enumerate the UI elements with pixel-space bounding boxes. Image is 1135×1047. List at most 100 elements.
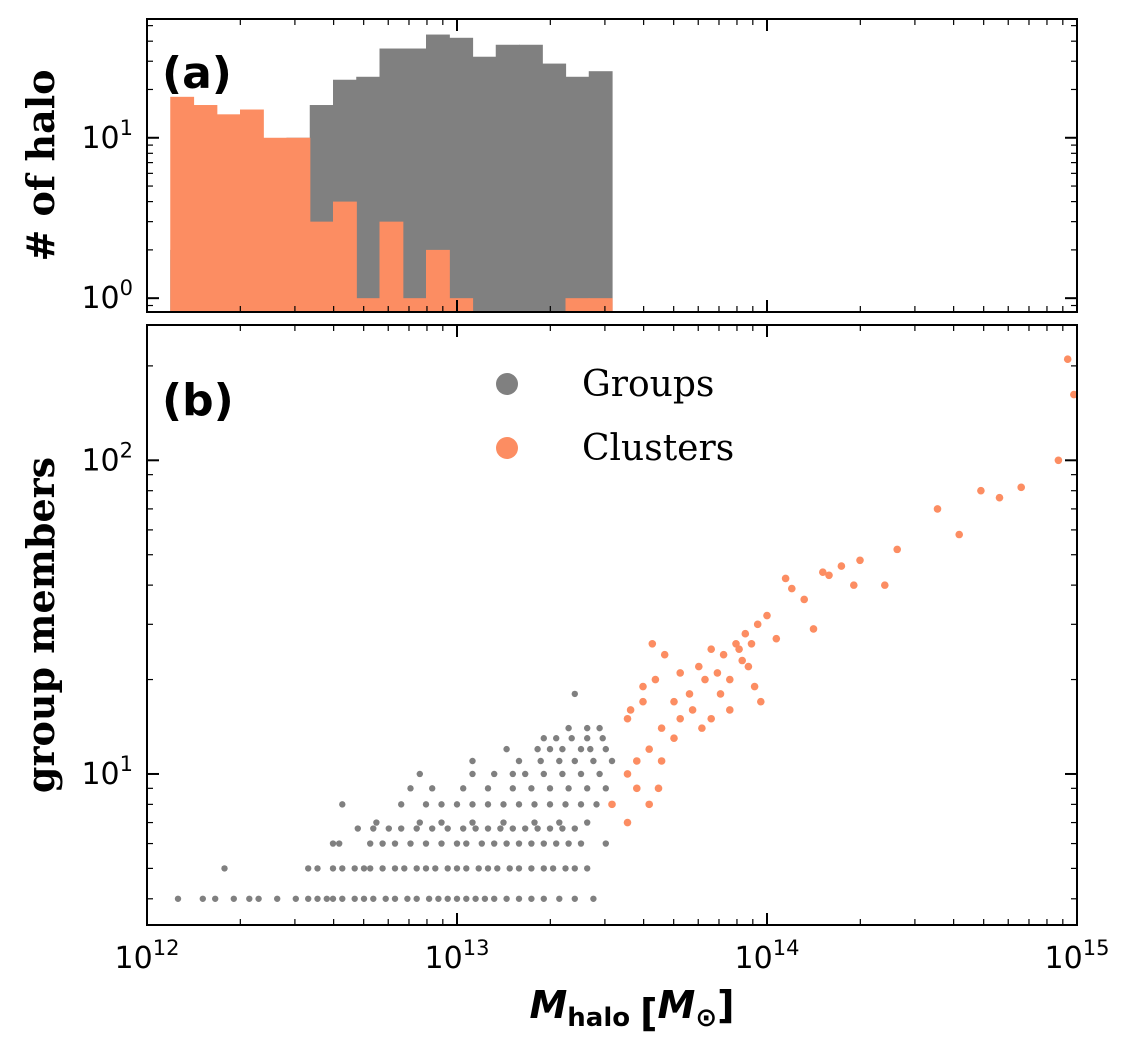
scatter-point-clusters [726, 675, 734, 684]
scatter-point-groups [351, 895, 358, 902]
scatter-point-clusters [639, 697, 647, 706]
scatter-point-groups [565, 840, 572, 847]
scatter-point-groups [305, 895, 312, 902]
scatter-point-clusters [747, 640, 756, 648]
scatter-point-groups [174, 895, 182, 902]
scatter-point-groups [491, 895, 498, 902]
scatter-point-groups [360, 865, 368, 872]
scatter-point-groups [584, 819, 591, 826]
histogram-bar-clusters [193, 105, 218, 313]
scatter-point-groups [469, 757, 476, 765]
scatter-point-clusters [856, 556, 864, 565]
scatter-point-groups [407, 785, 414, 792]
histogram-bar-groups [495, 44, 520, 312]
scatter-point-groups [484, 801, 492, 808]
scatter-point-clusters [977, 486, 985, 495]
scatter-point-groups [398, 825, 405, 832]
scatter-point-groups [370, 825, 377, 832]
legend-marker-clusters [496, 437, 518, 459]
scatter-point-clusters [651, 675, 660, 684]
histogram-bar-clusters [426, 249, 450, 312]
histogram-bar-groups [449, 37, 474, 312]
scatter-point-groups [491, 840, 498, 847]
scatter-point-clusters [753, 620, 762, 629]
panel-b-scatter: 101 102 1012 1013 1014 1015 (b) group members… [18, 324, 1109, 1035]
scatter-point-groups [500, 819, 507, 826]
scatter-point-clusters [713, 669, 722, 677]
scatter-point-groups [422, 801, 430, 808]
scatter-point-clusters [608, 800, 616, 809]
scatter-point-groups [453, 895, 461, 902]
scatter-points [174, 355, 1078, 902]
scatter-point-groups [565, 785, 572, 792]
scatter-point-groups [522, 825, 529, 832]
scatter-point-groups [453, 840, 461, 847]
y-tick-label: 102 [81, 438, 133, 478]
scatter-point-groups [438, 801, 445, 808]
scatter-point-groups [531, 801, 538, 808]
scatter-point-groups [553, 840, 560, 847]
scatter-point-groups [584, 785, 591, 792]
histogram-bar-groups [565, 76, 590, 312]
scatter-point-groups [432, 865, 439, 872]
scatter-point-groups [556, 819, 563, 826]
scatter-point-groups [351, 865, 358, 872]
scatter-point-groups [506, 865, 513, 872]
panel-b-frame [146, 324, 1078, 926]
scatter-point-groups [385, 825, 392, 832]
scatter-point-groups [422, 840, 430, 847]
scatter-point-groups [546, 745, 554, 753]
panel-b-ticks: 101 102 1012 1013 1014 1015 [81, 325, 1109, 976]
histogram-bar-clusters [565, 298, 590, 312]
scatter-point-clusters [1054, 456, 1063, 465]
scatter-point-groups [559, 745, 566, 753]
scatter-point-clusters [738, 656, 746, 665]
scatter-point-groups [540, 895, 547, 902]
histogram-bar-groups [402, 48, 427, 313]
scatter-point-groups [314, 865, 321, 872]
legend-label-clusters: Clusters [582, 428, 734, 469]
panel-b-ylabel: group members [18, 457, 63, 793]
scatter-point-groups [438, 819, 445, 826]
scatter-point-clusters [933, 505, 942, 513]
scatter-point-clusters [735, 645, 743, 653]
histogram-bar-clusters [309, 221, 334, 312]
scatter-point-groups [329, 865, 337, 872]
scatter-point-groups [370, 895, 377, 902]
scatter-point-groups [453, 801, 461, 808]
scatter-point-groups [503, 895, 510, 902]
scatter-point-clusters [623, 818, 632, 827]
scatter-point-groups [596, 724, 603, 732]
scatter-point-groups [469, 801, 476, 808]
scatter-point-groups [413, 825, 420, 832]
scatter-point-groups [255, 895, 262, 902]
scatter-point-clusters [757, 697, 765, 706]
scatter-point-groups [360, 895, 368, 902]
scatter-point-clusters [670, 697, 678, 706]
scatter-point-groups [602, 840, 609, 847]
scatter-point-clusters [623, 770, 632, 778]
scatter-point-groups [391, 865, 399, 872]
scatter-point-groups [314, 895, 321, 902]
histogram-bar-groups [588, 71, 613, 312]
scatter-point-groups [515, 801, 523, 808]
scatter-point-groups [425, 895, 433, 902]
scatter-point-clusters [623, 714, 632, 723]
scatter-point-groups [407, 840, 414, 847]
scatter-point-groups [584, 724, 591, 732]
scatter-point-groups [571, 895, 578, 902]
scatter-point-groups [602, 785, 609, 792]
scatter-point-groups [577, 801, 585, 808]
histogram-bars [170, 34, 613, 313]
histogram-bar-groups [472, 56, 497, 312]
scatter-point-clusters [685, 690, 694, 698]
scatter-point-groups [463, 840, 470, 847]
legend: Groups Clusters [496, 364, 734, 469]
scatter-point-groups [463, 865, 470, 872]
x-tick-label: 1015 [1045, 936, 1110, 976]
scatter-point-groups [534, 745, 541, 753]
scatter-point-groups [537, 757, 544, 765]
scatter-point-clusters [654, 784, 663, 793]
scatter-point-groups [339, 801, 346, 808]
scatter-point-groups [416, 770, 423, 778]
